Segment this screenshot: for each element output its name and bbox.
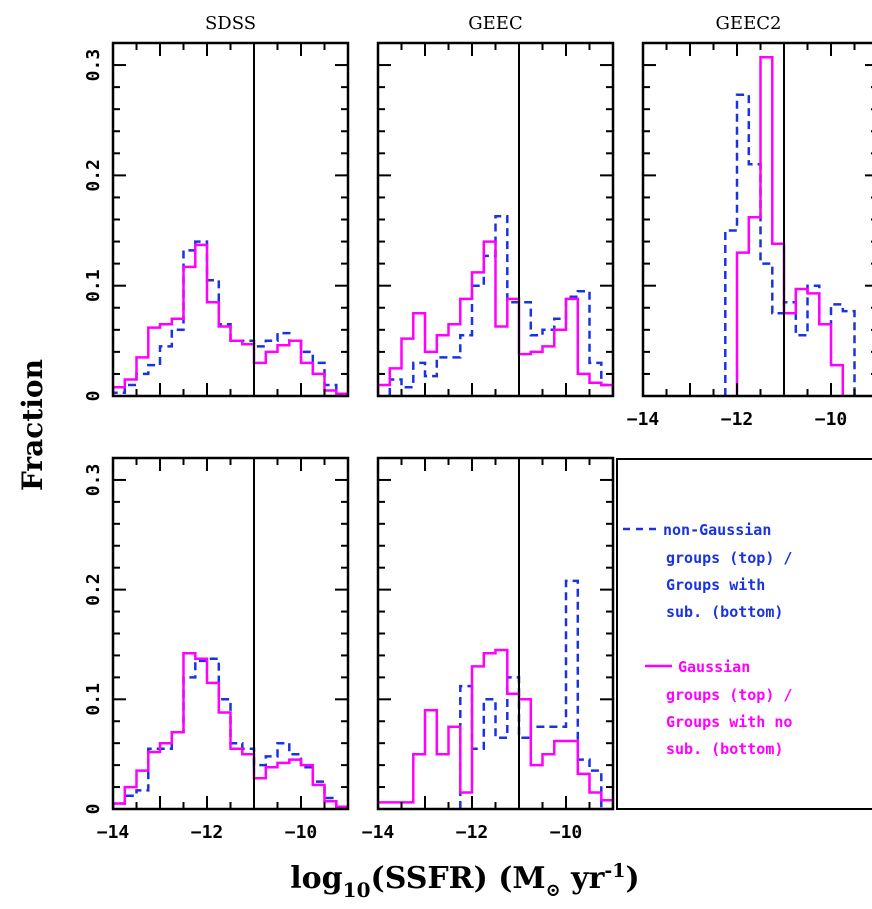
x-tick-label: −14 xyxy=(362,822,395,843)
y-tick-label: 0.3 xyxy=(83,49,104,82)
x-axis-label: log10(SSFR) (M⊙ yr-1) xyxy=(290,860,639,902)
histogram-blue-dashed xyxy=(459,579,603,809)
panel-bottom-middle: −14 −12 −10 xyxy=(362,456,615,843)
histogram-blue-dashed xyxy=(724,93,856,396)
legend-magenta-line-1: Gaussian xyxy=(678,658,750,676)
axes-frame xyxy=(641,41,872,398)
x-axis-label-unit: yr xyxy=(561,861,606,896)
x-axis-label-middle: (SSFR) (M xyxy=(371,861,546,896)
panel-top-right: −14 −12 −10 GEEC2 xyxy=(627,13,872,430)
legend: non-Gaussian groups (top) / Groups with … xyxy=(616,458,872,810)
histogram-magenta-solid xyxy=(735,56,845,396)
y-tick-label: 0.3 xyxy=(83,464,104,497)
x-tick-label: −14 xyxy=(97,822,130,843)
x-axis-label-log: log xyxy=(290,861,342,896)
panel-top-left: 0 0.1 0.2 0.3 SDSS xyxy=(83,13,350,402)
histogram-blue-dashed xyxy=(113,240,348,396)
histogram-blue-dashed xyxy=(388,214,613,396)
legend-blue-line-3: Groups with xyxy=(666,576,765,594)
histogram-magenta-solid xyxy=(113,243,348,396)
panel-title: GEEC xyxy=(468,13,522,34)
y-tick-label: 0 xyxy=(83,804,104,815)
x-tick-label: −10 xyxy=(285,822,318,843)
y-tick-label: 0.1 xyxy=(83,683,104,716)
histogram-magenta-solid xyxy=(378,648,613,809)
x-tick-label: −10 xyxy=(550,822,583,843)
x-tick-label: −14 xyxy=(627,409,660,430)
panel-title: SDSS xyxy=(205,13,256,34)
legend-blue-line-4: sub. (bottom) xyxy=(666,603,783,621)
x-axis-label-subscript: 10 xyxy=(343,878,371,902)
y-tick-label: 0 xyxy=(83,391,104,402)
x-tick-label: −12 xyxy=(456,822,489,843)
legend-magenta-line-4: sub. (bottom) xyxy=(666,740,783,758)
histogram-magenta-solid xyxy=(113,651,348,809)
y-tick-label: 0.2 xyxy=(83,159,104,192)
panel-bottom-left: 0 0.1 0.2 0.3 −14 −12 −10 xyxy=(83,456,350,843)
x-tick-label: −12 xyxy=(191,822,224,843)
legend-blue-line-2: groups (top) / xyxy=(666,549,792,567)
y-axis-label: Fraction xyxy=(16,359,49,491)
panel-top-middle: GEEC xyxy=(376,13,615,398)
x-axis-label-close: ) xyxy=(626,861,640,896)
legend-magenta-line-2: groups (top) / xyxy=(666,686,792,704)
legend-frame xyxy=(616,458,872,810)
x-axis-label-exponent: -1 xyxy=(604,860,625,882)
histogram-magenta-solid xyxy=(378,240,613,396)
x-tick-label: −10 xyxy=(815,409,848,430)
panel-title: GEEC2 xyxy=(716,13,782,34)
legend-magenta-line-3: Groups with no xyxy=(666,713,792,731)
x-axis-label-sun-symbol: ⊙ xyxy=(546,880,561,901)
y-tick-label: 0.1 xyxy=(83,269,104,302)
y-tick-label: 0.2 xyxy=(83,573,104,606)
legend-blue-line-1: non-Gaussian xyxy=(663,521,771,539)
x-tick-label: −12 xyxy=(721,409,754,430)
